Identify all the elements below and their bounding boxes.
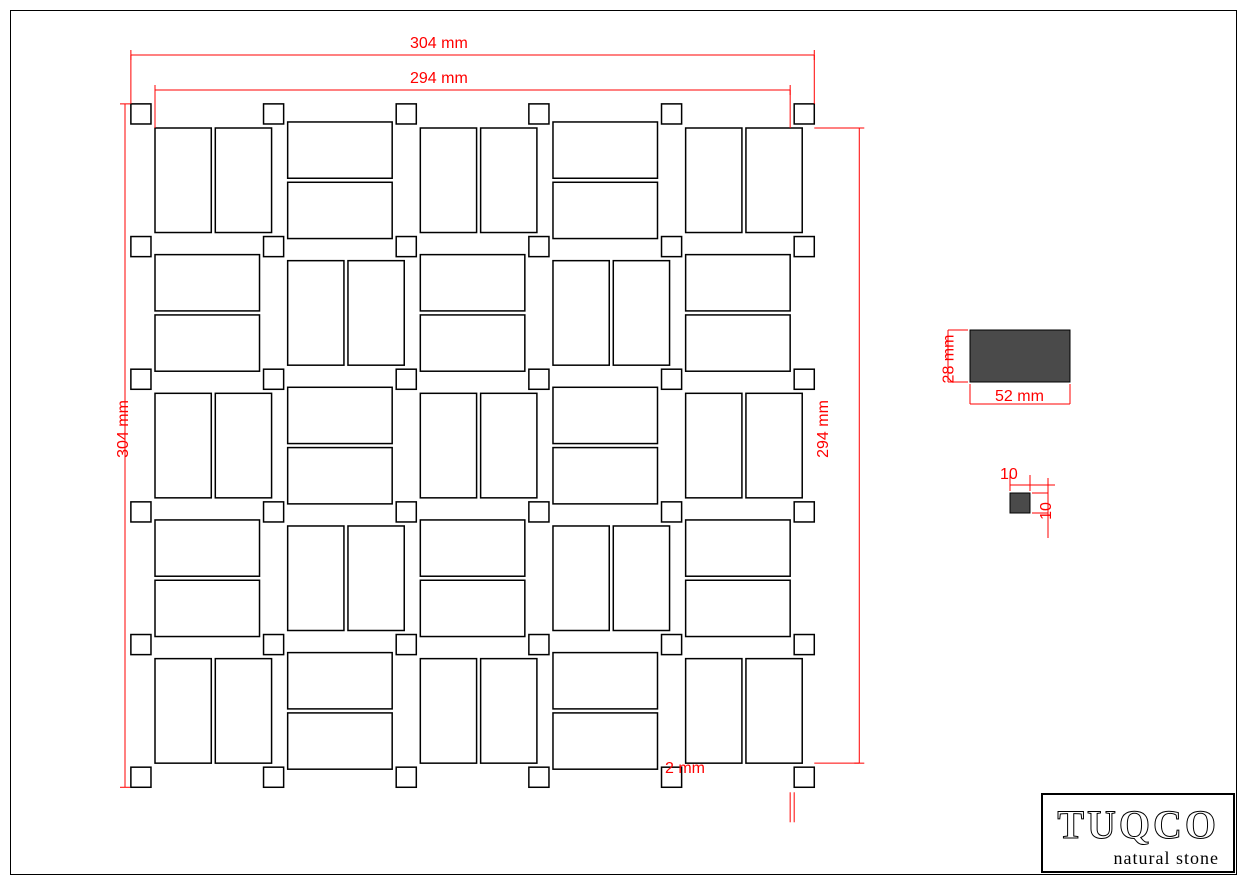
dot-detail bbox=[0, 0, 1247, 885]
dot-height-label: 10 bbox=[1038, 502, 1056, 520]
dot-width-label: 10 bbox=[1000, 466, 1018, 484]
logo-subtitle: natural stone bbox=[1057, 848, 1219, 869]
logo-block: TUQCO natural stone bbox=[1041, 793, 1235, 873]
logo-title: TUQCO bbox=[1057, 801, 1219, 848]
